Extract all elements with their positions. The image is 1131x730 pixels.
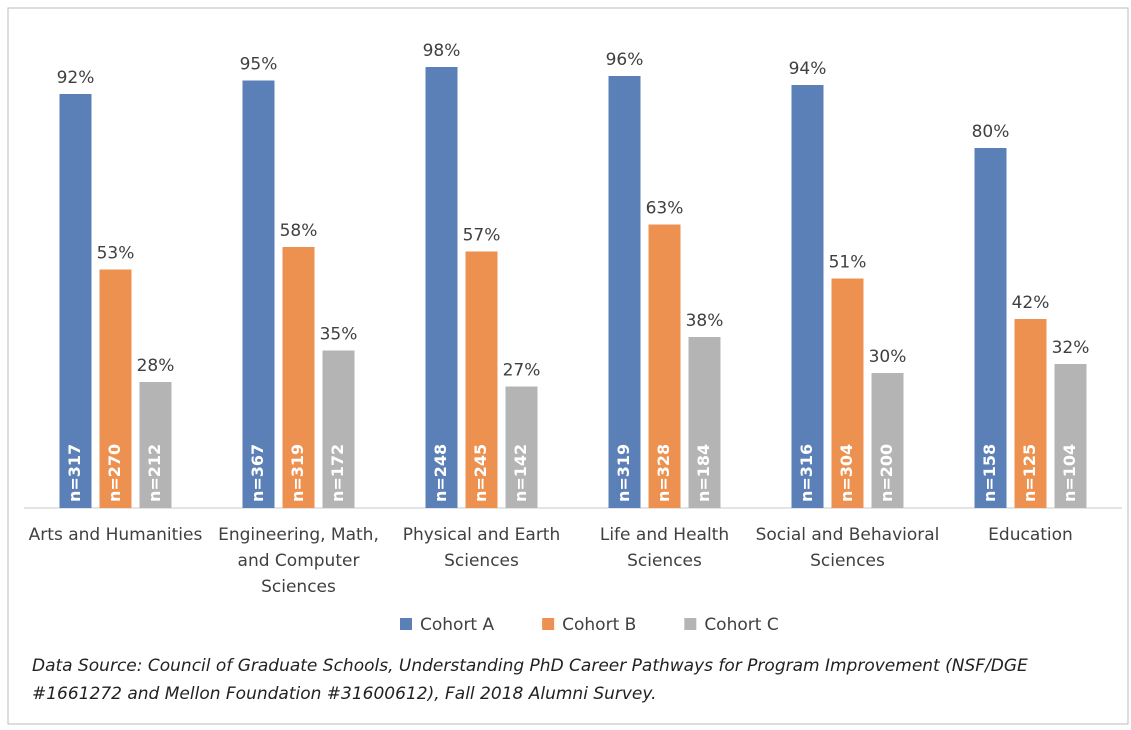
value-label: 94% — [789, 59, 827, 79]
value-label: 30% — [869, 347, 907, 367]
bar — [465, 251, 498, 508]
n-label: n=212 — [145, 444, 164, 502]
bar — [282, 247, 315, 508]
x-tick-label: Arts and Humanities — [28, 525, 203, 545]
n-label: n=367 — [248, 444, 267, 502]
x-tick-label: Engineering, Math, and Computer Sciences — [218, 525, 379, 597]
value-label: 63% — [646, 199, 684, 219]
bar — [322, 350, 355, 508]
value-label: 53% — [97, 244, 135, 264]
n-label: n=142 — [511, 444, 530, 502]
legend-swatch — [400, 618, 412, 630]
legend-label: Cohort C — [704, 615, 778, 635]
value-label: 35% — [320, 325, 358, 345]
value-label: 95% — [240, 55, 278, 75]
n-label: n=172 — [328, 444, 347, 502]
bar — [608, 76, 641, 508]
n-label: n=328 — [654, 444, 673, 502]
n-label: n=245 — [471, 444, 490, 502]
n-label: n=125 — [1020, 444, 1039, 502]
value-label: 57% — [463, 226, 501, 246]
value-label: 96% — [606, 50, 644, 70]
frame — [7, 7, 1129, 725]
n-label: n=158 — [980, 444, 999, 502]
value-label: 58% — [280, 221, 318, 241]
n-label: n=184 — [694, 444, 713, 502]
bar — [59, 94, 92, 508]
x-tick-label: Social and Behavioral Sciences — [755, 525, 940, 571]
bar — [99, 269, 132, 508]
x-tick-label: Life and Health Sciences — [599, 525, 730, 571]
bar — [1014, 319, 1047, 508]
n-label: n=316 — [797, 444, 816, 502]
value-label: 28% — [137, 356, 175, 376]
value-label: 42% — [1012, 293, 1050, 313]
n-label: n=248 — [431, 444, 450, 502]
source-note: Data Source: Council of Graduate Schools… — [32, 656, 1028, 704]
bar — [1054, 364, 1087, 508]
legend-label: Cohort B — [562, 615, 636, 635]
bar — [242, 80, 275, 508]
value-label: 27% — [503, 361, 541, 381]
value-label: 92% — [57, 68, 95, 88]
n-label: n=200 — [877, 444, 896, 502]
n-label: n=319 — [288, 444, 307, 502]
n-label: n=304 — [837, 444, 856, 502]
legend-swatch — [542, 618, 555, 630]
legend-swatch — [684, 618, 697, 630]
bar — [505, 386, 538, 508]
value-label: 98% — [423, 41, 461, 61]
x-tick-label: Education — [988, 525, 1073, 545]
legend-label: Cohort A — [420, 615, 495, 635]
bar — [139, 382, 172, 508]
value-label: 80% — [972, 122, 1010, 142]
bar — [974, 148, 1007, 508]
n-label: n=319 — [614, 444, 633, 502]
n-label: n=270 — [105, 444, 124, 502]
value-label: 51% — [829, 253, 867, 273]
x-tick-label: Physical and Earth Sciences — [402, 525, 561, 571]
n-label: n=104 — [1060, 444, 1079, 502]
bar — [871, 373, 904, 508]
bar — [648, 224, 681, 508]
value-label: 38% — [686, 311, 724, 331]
bar — [831, 278, 864, 508]
bar — [791, 85, 824, 508]
value-label: 32% — [1052, 338, 1090, 358]
bar — [425, 67, 458, 508]
n-label: n=317 — [65, 444, 84, 502]
bar — [688, 337, 721, 508]
